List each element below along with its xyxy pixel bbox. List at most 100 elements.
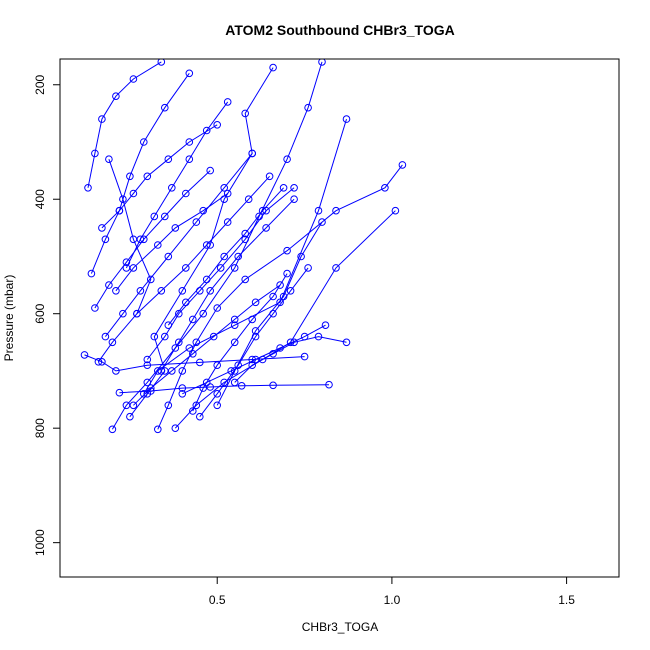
data-point [223, 98, 232, 106]
plot-frame [59, 58, 620, 578]
data-point [150, 212, 159, 221]
data-point [136, 287, 145, 295]
data-point [223, 218, 232, 226]
data-point [206, 241, 214, 249]
data-point [255, 212, 263, 221]
y-axis-label: Pressure (mbar) [2, 275, 16, 362]
data-point [129, 264, 138, 272]
data-point [241, 235, 249, 244]
data-point [185, 155, 194, 163]
y-axis: 200 400 600 800 1000 [33, 74, 61, 556]
data-point [161, 103, 169, 112]
data-point [251, 332, 260, 341]
data-point [213, 304, 221, 312]
data-point [164, 252, 173, 261]
data-point [251, 327, 260, 335]
data-point [157, 59, 166, 66]
data-point [129, 75, 138, 83]
data-point [269, 381, 277, 390]
data-point [276, 298, 284, 307]
data-point [269, 292, 277, 301]
data-point [251, 298, 260, 307]
data-point [178, 287, 187, 295]
data-point [161, 212, 169, 221]
y-tick-label: 800 [33, 418, 47, 438]
data-point [342, 115, 351, 123]
x-axis-label: CHBr3_TOGA [302, 620, 378, 634]
data-point [161, 332, 169, 341]
data-point [220, 184, 228, 192]
data-point [304, 264, 312, 272]
data-point [157, 367, 166, 375]
series-line-0 [111, 61, 323, 430]
data-point [147, 387, 155, 395]
series-line-1 [129, 67, 274, 418]
data-point [321, 321, 330, 330]
data-point [230, 338, 239, 347]
data-point [332, 264, 340, 272]
data-point [126, 172, 134, 181]
series-line-21 [192, 273, 288, 412]
data-point [80, 351, 89, 359]
data-point [171, 344, 180, 352]
data-point [206, 166, 214, 175]
data-point [154, 367, 162, 375]
data-point [185, 138, 194, 146]
series-line-13 [105, 153, 253, 337]
data-point [140, 235, 148, 244]
data-point [325, 380, 333, 389]
data-point [209, 332, 218, 341]
data-point [248, 355, 256, 364]
data-point [332, 206, 340, 215]
data-point [381, 184, 389, 192]
data-point [241, 109, 249, 118]
data-point [115, 388, 124, 397]
data-point [283, 269, 291, 278]
data-point [220, 195, 228, 203]
data-point [192, 338, 201, 347]
data-point [108, 338, 117, 347]
data-point [147, 384, 155, 392]
data-point [154, 241, 162, 249]
data-point [178, 390, 187, 398]
series-line-20 [101, 124, 218, 229]
chart-title: ATOM2 Southbound CHBr3_TOGA [225, 22, 454, 38]
data-point [314, 206, 323, 215]
y-tick-label: 400 [33, 189, 47, 209]
data-point [199, 384, 207, 392]
y-tick-label: 200 [33, 74, 47, 94]
series-line-2 [157, 164, 403, 430]
data-point [230, 321, 239, 330]
data-point [189, 315, 197, 324]
data-point [143, 378, 152, 387]
data-point [178, 384, 187, 392]
data-point [105, 155, 113, 163]
data-point [140, 390, 148, 398]
data-point [119, 309, 127, 318]
data-point [199, 206, 207, 215]
data-point [84, 184, 92, 192]
data-point [342, 338, 351, 347]
data-point [300, 352, 309, 361]
data-point [185, 69, 194, 78]
data-point [122, 258, 131, 267]
data-point [234, 361, 242, 370]
x-tick-label: 1.5 [558, 593, 575, 607]
data-point [94, 358, 103, 366]
data-point [279, 292, 288, 301]
data-point [126, 412, 134, 421]
data-point [391, 206, 400, 215]
y-tick-label: 600 [33, 303, 47, 323]
series-line-3 [143, 118, 347, 395]
series-line-22 [94, 170, 211, 309]
data-point [237, 382, 246, 390]
plot-points [80, 59, 407, 434]
data-point [168, 367, 176, 375]
data-point [241, 229, 249, 238]
data-point [318, 59, 326, 66]
data-point [112, 92, 120, 100]
data-point [129, 401, 138, 410]
data-point [230, 367, 239, 375]
data-point [290, 195, 298, 203]
